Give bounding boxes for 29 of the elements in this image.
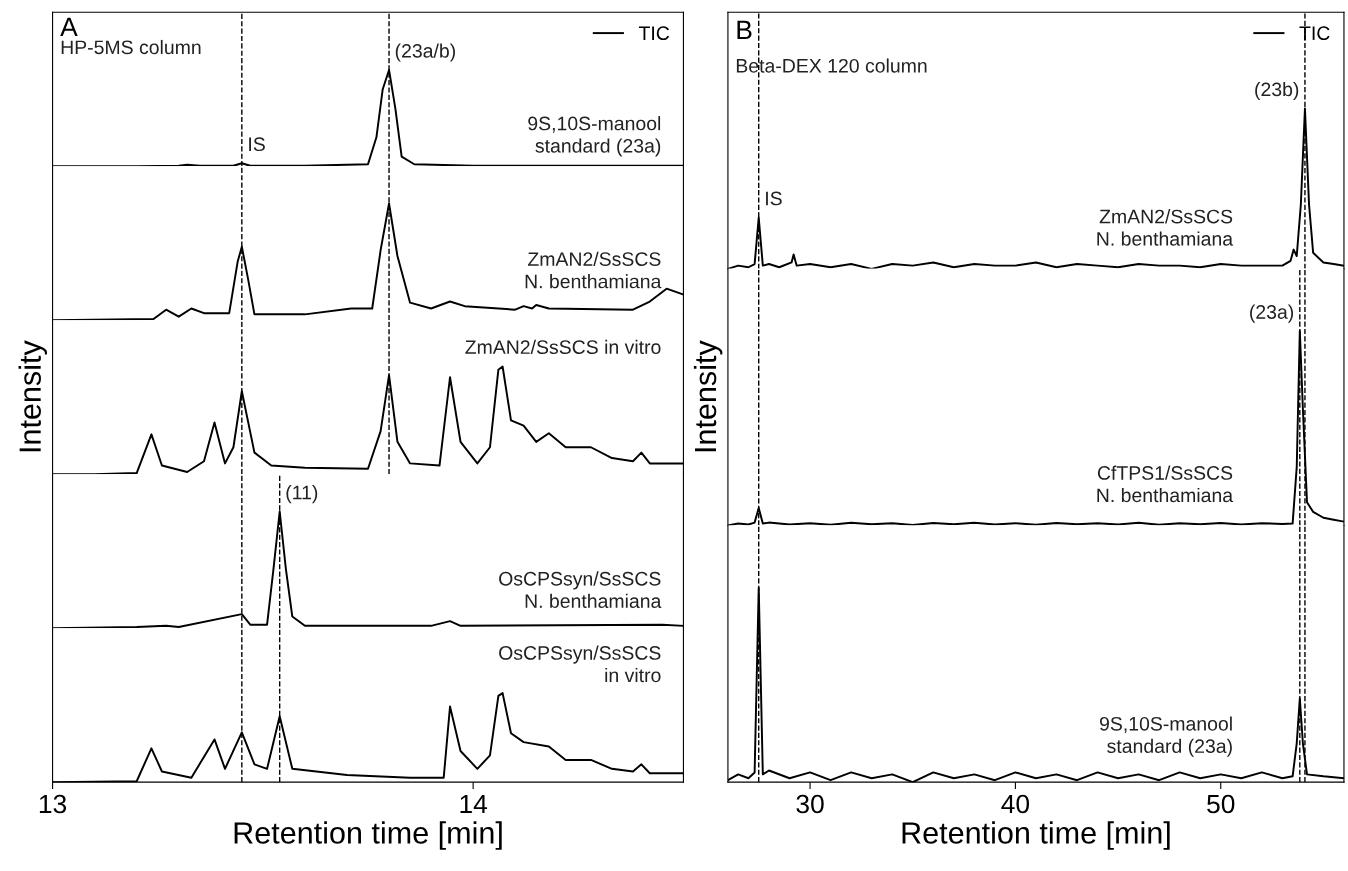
x-axis-title: Retention time [min]	[234, 821, 502, 850]
chart-subtitle: Beta-DEX 120 column	[736, 58, 927, 73]
text: OsCPSsyn/SsSCS in vitro	[499, 645, 661, 683]
annotation: 9S,10S-manool standard (23a)	[528, 116, 661, 157]
annotation: CfTPS1/SsSCS N. benthamiana	[1097, 465, 1234, 503]
annotation: ZmAN2/SsSCS N. benthamiana	[525, 251, 662, 289]
legend-label: TIC	[1299, 26, 1330, 41]
annotation: (11)	[286, 485, 318, 504]
chart-subtitle: HP-5MS column	[61, 39, 201, 55]
y-axis-title: Intensity	[693, 340, 723, 452]
annotation: (23a/b)	[395, 43, 455, 62]
y-axis-title: Intensity	[18, 340, 48, 452]
chart-title: A	[60, 17, 78, 36]
x-axis-title: Retention time [min]	[902, 821, 1170, 850]
chart-title: B	[737, 20, 752, 40]
annotation: IS	[766, 191, 782, 206]
x-tick-label: 40	[1001, 794, 1030, 814]
x-tick-label: 14	[460, 794, 488, 814]
x-tick-label: 50	[1207, 794, 1235, 814]
annotation: 9S,10S-manool standard (23a)	[1099, 716, 1232, 757]
text: ZmAN2/SsSCS in vitro	[465, 339, 661, 355]
annotation: (23b)	[1255, 81, 1299, 101]
annotation: IS	[249, 137, 265, 152]
annotation: ZmAN2/SsSCS N. benthamiana	[1097, 209, 1234, 246]
legend-label: TIC	[638, 26, 670, 41]
annotation: OsCPSsyn/SsSCS N. benthamiana	[499, 571, 662, 608]
x-tick-label: 13	[39, 794, 67, 814]
x-tick-label: 30	[796, 794, 824, 814]
annotation: (23a)	[1250, 304, 1294, 323]
